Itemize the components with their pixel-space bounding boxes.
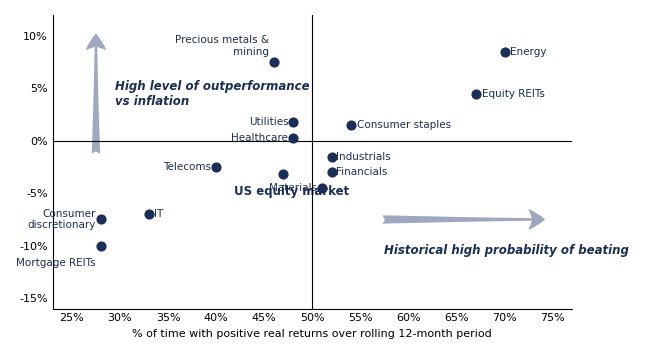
Text: Mortgage REITs: Mortgage REITs [16,258,96,268]
Text: Utilities: Utilities [249,117,289,127]
Point [499,49,510,55]
Point [317,185,327,191]
Point [96,243,106,249]
X-axis label: % of time with positive real returns over rolling 12-month period: % of time with positive real returns ove… [133,329,492,339]
Point [211,164,222,170]
Point [96,217,106,222]
Text: Healthcare: Healthcare [231,133,289,143]
Point [278,172,289,177]
Text: Equity REITs: Equity REITs [482,88,545,99]
Text: IT: IT [153,209,163,219]
Text: Precious metals &
mining: Precious metals & mining [175,35,269,57]
Text: Materials: Materials [269,183,317,193]
Point [144,211,154,217]
Point [288,119,298,125]
Point [326,154,337,159]
Point [471,91,481,97]
Text: Consumer
discretionary: Consumer discretionary [27,209,96,230]
Text: Consumer staples: Consumer staples [357,120,450,130]
Point [288,135,298,141]
Text: US equity market: US equity market [233,185,349,198]
Point [268,59,279,65]
Text: High level of outperformance
vs inflation: High level of outperformance vs inflatio… [115,80,310,108]
Text: Energy: Energy [510,47,547,57]
Point [346,122,356,128]
Text: Telecoms: Telecoms [163,162,211,172]
Text: Financials: Financials [337,167,388,177]
Point [326,170,337,175]
Text: Historical high probability of beating: Historical high probability of beating [385,244,629,257]
Text: Industrials: Industrials [337,152,391,161]
